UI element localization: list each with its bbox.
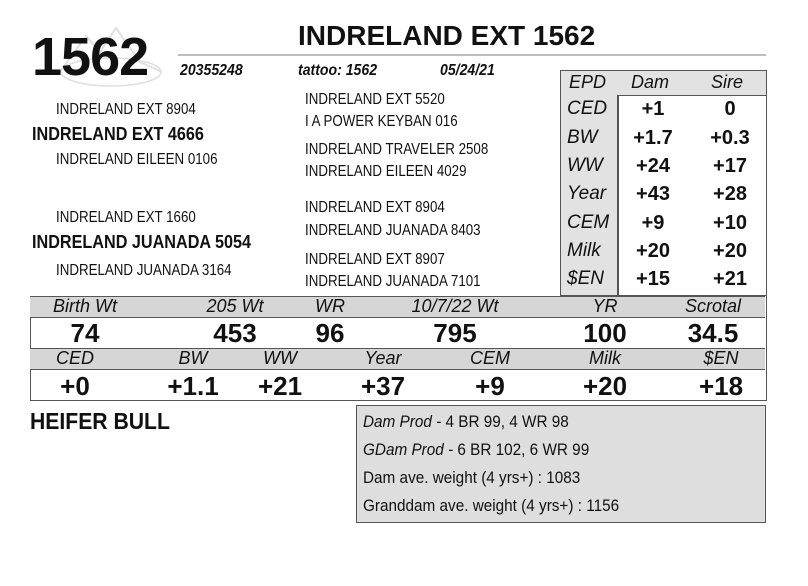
epd-header-epd: EPD xyxy=(569,72,607,92)
epd-dam-value: +9 xyxy=(641,212,665,234)
calf-epd-value: +20 xyxy=(582,371,628,401)
calf-epd-frame xyxy=(30,348,767,401)
calf-epd-value: +0 xyxy=(60,371,90,401)
calf-epd-label-bar: CED BW WW Year CEM Milk $EN xyxy=(30,348,765,370)
pedigree-sire-sire: INDRELAND EXT 8904 xyxy=(56,101,196,118)
epd-column-divider xyxy=(617,95,619,295)
parent-epd-table: EPD Dam Sire CED +1 0 BW +1.7 +0.3 WW +2… xyxy=(560,70,767,296)
perf-label: 205 Wt xyxy=(206,296,264,316)
epd-dam-value: +43 xyxy=(636,183,670,205)
epd-trait-label: Milk xyxy=(567,240,601,261)
epd-sire-value: +17 xyxy=(713,155,747,177)
lot-number: 1562 xyxy=(32,27,149,87)
perf-value: 74 xyxy=(70,318,100,348)
ranch-logo-watermark xyxy=(59,26,163,87)
epd-sire-value: +20 xyxy=(713,240,747,262)
calf-epd-value: +21 xyxy=(257,371,303,401)
calf-epd-value: +18 xyxy=(698,371,744,401)
pedigree-dam-sire: INDRELAND EXT 1660 xyxy=(56,209,196,226)
epd-header-dam: Dam xyxy=(631,72,670,92)
pedigree-dss: INDRELAND EXT 8904 xyxy=(305,199,445,216)
epd-sire-value: +28 xyxy=(713,183,747,205)
birth-date: 05/24/21 xyxy=(440,62,495,79)
epd-sire-value: +10 xyxy=(713,212,747,234)
tattoo: tattoo: 1562 xyxy=(298,62,378,79)
calf-epd-label: WW xyxy=(263,348,297,368)
pedigree-sire: INDRELAND EXT 4666 xyxy=(32,124,204,144)
granddam-ave-weight: Granddam ave. weight (4 yrs+) : 1156 xyxy=(363,496,620,515)
pedigree-dds: INDRELAND EXT 8907 xyxy=(305,251,445,268)
performance-label-bar: Birth Wt 205 Wt WR 10/7/22 Wt YR Scrotal xyxy=(30,296,765,318)
calf-epd-label: Year xyxy=(364,348,402,368)
perf-label: WR xyxy=(315,296,345,316)
perf-label: Scrotal xyxy=(684,296,742,316)
epd-dam-value: +20 xyxy=(636,240,670,262)
performance-frame xyxy=(30,296,767,348)
pedigree-sire-dam: INDRELAND EILEEN 0106 xyxy=(56,151,218,168)
pedigree-dam: INDRELAND JUANADA 5054 xyxy=(32,232,252,252)
epd-header-sire: Sire xyxy=(711,72,744,92)
production-box: Dam Prod - 4 BR 99, 4 WR 98 GDam Prod - … xyxy=(356,405,766,523)
pedigree-sdd: INDRELAND EILEEN 4029 xyxy=(305,163,467,180)
epd-trait-label: WW xyxy=(567,155,603,176)
calf-epd-label: Milk xyxy=(589,348,621,368)
registration-number: 20355248 xyxy=(180,62,243,79)
pedigree-dam-dam: INDRELAND JUANADA 3164 xyxy=(56,262,232,279)
epd-trait-label: $EN xyxy=(567,268,604,289)
epd-sire-value: 0 xyxy=(724,98,736,120)
perf-value: 795 xyxy=(433,318,477,348)
dam-prod-line: Dam Prod - 4 BR 99, 4 WR 98 xyxy=(363,412,569,432)
pedigree-dsd: INDRELAND JUANADA 8403 xyxy=(305,222,481,239)
epd-dam-value: +1 xyxy=(641,98,665,120)
perf-label: 10/7/22 Wt xyxy=(411,296,499,316)
epd-sire-value: +0.3 xyxy=(710,127,750,149)
epd-trait-label: CED xyxy=(567,98,608,119)
calf-epd-label: $EN xyxy=(703,348,739,368)
calf-epd-value: +37 xyxy=(360,371,406,401)
epd-sire-value: +21 xyxy=(713,268,747,290)
dam-ave-weight: Dam ave. weight (4 yrs+) : 1083 xyxy=(363,468,581,487)
animal-title: INDRELAND EXT 1562 xyxy=(298,20,596,51)
epd-label-column xyxy=(561,95,617,295)
epd-dam-value: +15 xyxy=(636,268,670,290)
calf-epd-value: +9 xyxy=(475,371,505,401)
calf-epd-label: CED xyxy=(55,348,94,368)
dam-prod-value: 4 BR 99, 4 WR 98 xyxy=(445,412,569,431)
dam-prod-label: Dam Prod - xyxy=(363,412,442,431)
perf-value: 96 xyxy=(315,318,345,348)
calf-epd-label: BW xyxy=(178,348,208,368)
pedigree-sds: INDRELAND TRAVELER 2508 xyxy=(305,141,489,158)
title-divider xyxy=(178,54,766,56)
epd-header-row xyxy=(561,71,766,96)
pedigree-sss: INDRELAND EXT 5520 xyxy=(305,91,445,108)
pedigree-ddd: INDRELAND JUANADA 7101 xyxy=(305,273,481,290)
epd-dam-value: +24 xyxy=(636,155,670,177)
gdam-prod-label: GDam Prod - xyxy=(363,440,454,459)
epd-trait-label: CEM xyxy=(567,212,610,233)
calf-epd-value: +1.1 xyxy=(167,371,219,401)
epd-trait-label: BW xyxy=(567,127,598,148)
perf-value: 100 xyxy=(583,318,627,348)
perf-value: 34.5 xyxy=(687,318,739,348)
perf-label: YR xyxy=(592,296,618,316)
epd-dam-value: +1.7 xyxy=(633,127,673,149)
epd-trait-label: Year xyxy=(567,183,607,204)
gdam-prod-line: GDam Prod - 6 BR 102, 6 WR 99 xyxy=(363,440,589,460)
gdam-prod-value: 6 BR 102, 6 WR 99 xyxy=(457,440,590,459)
perf-label: Birth Wt xyxy=(52,296,117,316)
sale-category: HEIFER BULL xyxy=(30,408,170,434)
calf-epd-label: CEM xyxy=(470,348,510,368)
perf-value: 453 xyxy=(213,318,257,348)
pedigree-ssd: I A POWER KEYBAN 016 xyxy=(305,113,458,130)
